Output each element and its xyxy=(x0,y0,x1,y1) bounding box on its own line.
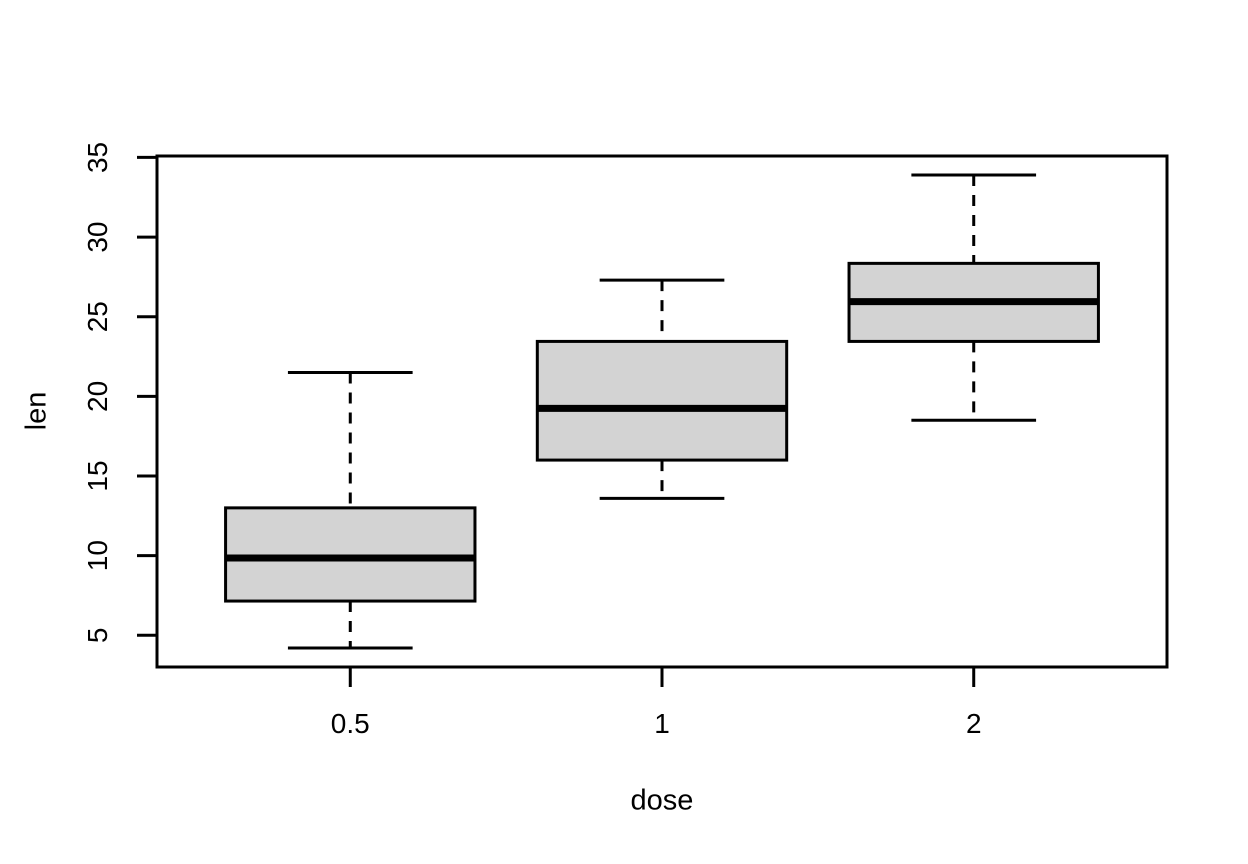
y-tick-label: 35 xyxy=(82,142,113,173)
x-tick-label: 0.5 xyxy=(331,708,370,739)
x-tick-label: 2 xyxy=(966,708,982,739)
y-tick-label: 30 xyxy=(82,222,113,253)
iqr-box-dose-1 xyxy=(535,339,789,462)
y-tick-label: 10 xyxy=(82,540,113,571)
y-axis-title: len xyxy=(20,391,53,431)
y-tick-label: 25 xyxy=(82,301,113,332)
x-tick-label: 1 xyxy=(654,708,670,739)
y-tick-label: 20 xyxy=(82,381,113,412)
x-axis-title: dose xyxy=(630,784,694,817)
y-tick-label: 15 xyxy=(82,460,113,491)
iqr-box-dose-0.5 xyxy=(224,506,477,603)
y-tick-label: 5 xyxy=(82,628,113,644)
